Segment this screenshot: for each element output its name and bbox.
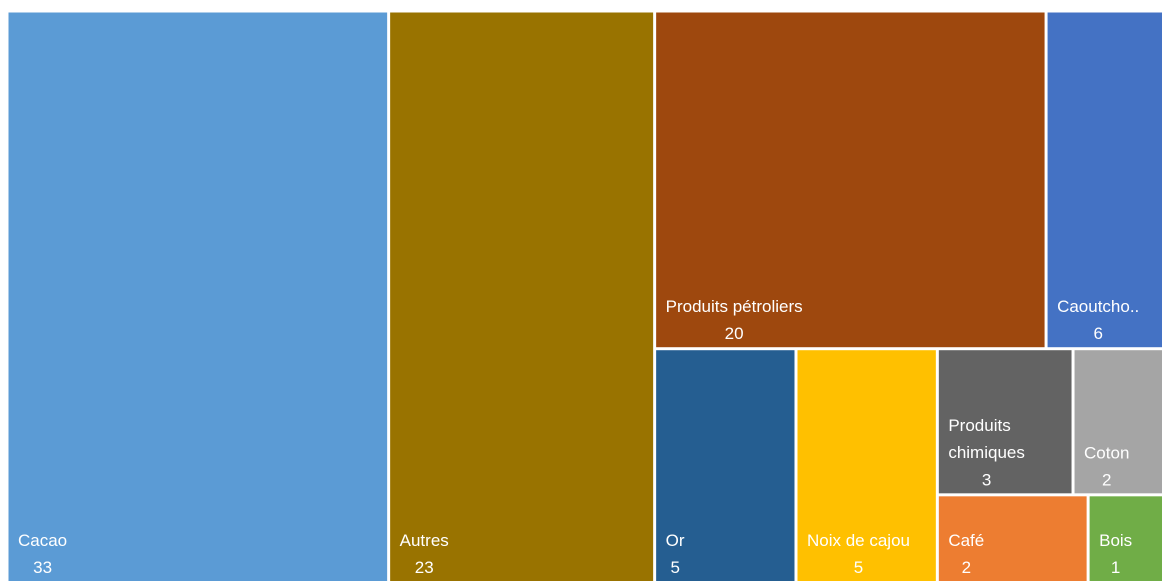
cell-value: 3 bbox=[982, 470, 991, 489]
cell-label: Cacao bbox=[18, 531, 67, 550]
treemap-cell bbox=[938, 350, 1072, 494]
cell-value: 33 bbox=[33, 558, 52, 577]
cell-value: 5 bbox=[671, 558, 680, 577]
treemap-cell bbox=[797, 350, 936, 581]
treemap-cell bbox=[1089, 496, 1162, 581]
cell-value: 5 bbox=[854, 558, 863, 577]
cell-label: Bois bbox=[1099, 531, 1132, 550]
cell-value: 2 bbox=[962, 558, 971, 577]
cell-label: Café bbox=[948, 531, 984, 550]
cell-label: Coton bbox=[1084, 443, 1129, 462]
cell-label: Autres bbox=[400, 531, 449, 550]
cell-value: 1 bbox=[1111, 558, 1120, 577]
treemap-cell bbox=[1074, 350, 1162, 494]
treemap-cell bbox=[656, 12, 1045, 348]
cell-label: Or bbox=[666, 531, 685, 550]
cell-value: 20 bbox=[725, 324, 744, 343]
treemap-cell bbox=[938, 496, 1087, 581]
treemap-cell bbox=[1047, 12, 1162, 348]
cell-label: Produits pétroliers bbox=[666, 297, 803, 316]
cell-value: 2 bbox=[1102, 470, 1111, 489]
treemap-cell bbox=[390, 12, 654, 581]
cell-label: Caoutcho.. bbox=[1057, 297, 1139, 316]
cell-label: Noix de cajou bbox=[807, 531, 910, 550]
cell-label: Produits chimiques bbox=[948, 416, 1025, 462]
cell-value: 6 bbox=[1093, 324, 1102, 343]
treemap-cell bbox=[656, 350, 795, 581]
treemap-cell bbox=[8, 12, 388, 581]
cell-value: 23 bbox=[415, 558, 434, 577]
